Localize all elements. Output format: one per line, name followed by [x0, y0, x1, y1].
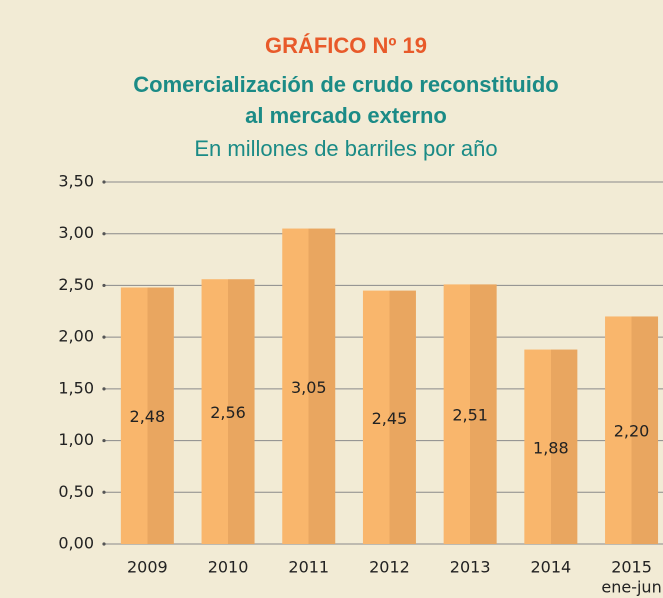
tick-mark	[102, 387, 106, 391]
value-label: 2,48	[130, 407, 166, 426]
y-tick-label: 3,00	[58, 223, 94, 242]
tick-mark	[102, 283, 106, 288]
x-tick-label: 2014	[530, 558, 571, 577]
y-tick-label: 3,50	[58, 172, 94, 191]
x-tick-label: 2013	[450, 558, 491, 577]
value-label: 3,05	[291, 378, 327, 397]
bar	[282, 228, 336, 545]
x-annotation: ene-jun	[601, 578, 661, 597]
bar	[524, 349, 578, 544]
tick-mark	[102, 180, 106, 184]
bar	[605, 316, 659, 544]
y-tick-label: 1,00	[58, 430, 94, 449]
bar	[201, 279, 255, 544]
tick-mark	[102, 335, 106, 339]
x-tick-label: 2015	[611, 558, 652, 577]
value-label: 2,20	[614, 422, 650, 441]
tick-mark	[102, 490, 106, 494]
tick-mark	[102, 542, 106, 546]
x-tick-label: 2010	[208, 558, 249, 577]
tick-mark	[102, 438, 106, 443]
y-tick-label: 0,00	[58, 534, 94, 553]
x-tick-label: 2012	[369, 558, 410, 577]
value-label: 2,56	[210, 403, 246, 422]
value-label: 2,45	[372, 409, 408, 428]
x-tick-label: 2009	[127, 558, 168, 577]
y-tick-label: 1,50	[58, 378, 94, 397]
chart-subtitle: En millones de barriles por año	[194, 136, 497, 161]
bar	[443, 284, 497, 544]
bar	[362, 290, 416, 544]
value-label: 1,88	[533, 438, 569, 457]
chart-title: Comercialización de crudo reconstituido	[133, 72, 558, 97]
y-tick-label: 2,00	[58, 327, 94, 346]
y-tick-label: 0,50	[58, 482, 94, 501]
tick-mark	[102, 232, 106, 236]
value-label: 2,51	[452, 406, 488, 425]
x-tick-label: 2011	[288, 558, 329, 577]
chart-title: al mercado externo	[245, 103, 447, 128]
y-tick-label: 2,50	[58, 275, 94, 294]
bar	[120, 287, 174, 544]
chart-label: GRÁFICO Nº 19	[265, 33, 427, 58]
